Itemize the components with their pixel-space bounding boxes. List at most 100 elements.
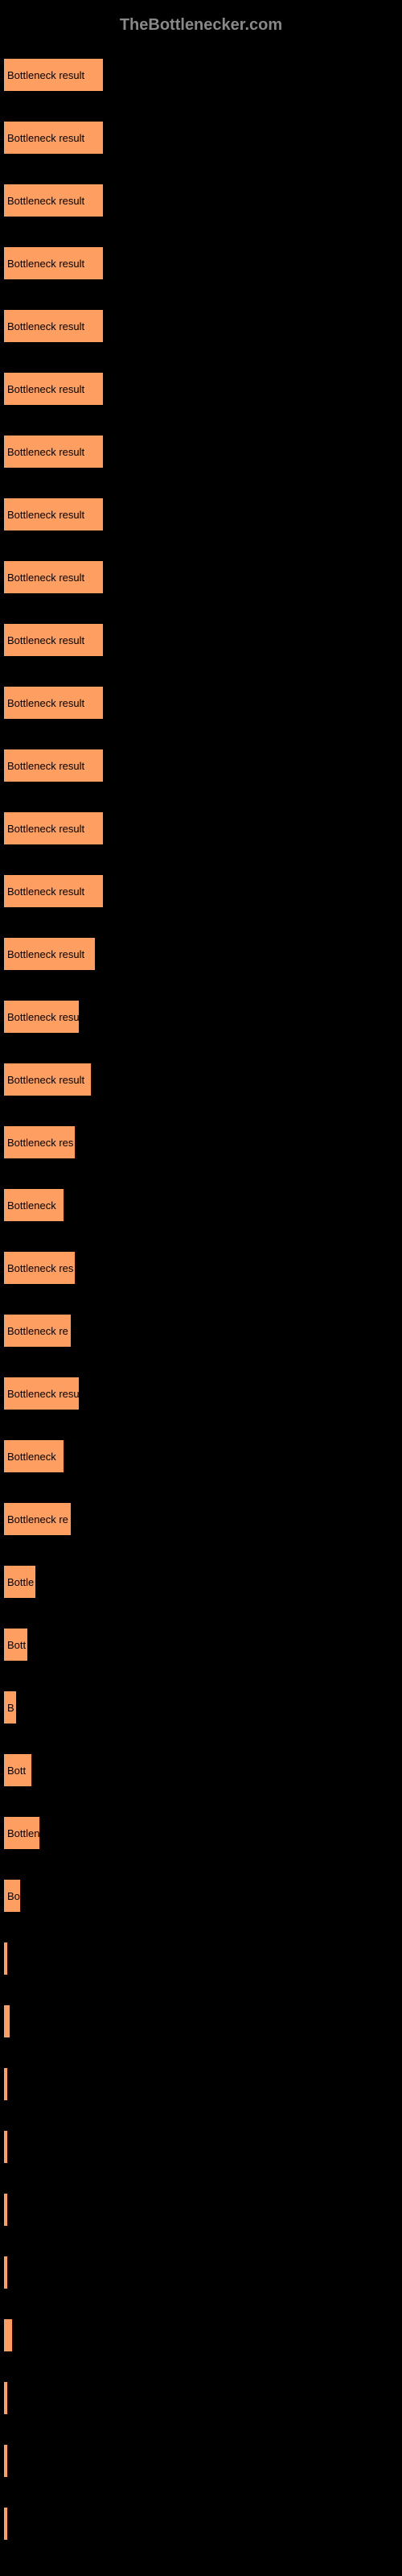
bar-label: Bottleneck result xyxy=(7,1074,84,1086)
bar-row: Bott xyxy=(4,1629,398,1661)
bar: Bottleneck result xyxy=(4,938,95,970)
bar-row: Bottleneck result xyxy=(4,310,398,342)
bar-row: Bottleneck res xyxy=(4,1126,398,1158)
bar xyxy=(4,2131,7,2163)
bar: Bottle xyxy=(4,1566,35,1598)
bar-label: Bottleneck resu xyxy=(7,1011,79,1023)
bar-label: Bottleneck result xyxy=(7,697,84,709)
bar-label: Bottleneck result xyxy=(7,886,84,898)
bar-row xyxy=(4,2508,398,2540)
bar-row: Bott xyxy=(4,1754,398,1786)
bar xyxy=(4,2068,7,2100)
bar-row: Bottleneck result xyxy=(4,498,398,530)
bar-label: Bottleneck result xyxy=(7,258,84,270)
bar: Bottleneck res xyxy=(4,1252,75,1284)
bar: Bottleneck result xyxy=(4,247,103,279)
bar xyxy=(4,2445,7,2477)
bar-row xyxy=(4,1942,398,1975)
bar-row: Bottle xyxy=(4,1566,398,1598)
bar-row: Bottleneck result xyxy=(4,561,398,593)
bar xyxy=(4,2256,7,2289)
bar-label: Bottleneck result xyxy=(7,383,84,395)
bar-row: Bottleneck result xyxy=(4,875,398,907)
bar-row xyxy=(4,2068,398,2100)
bar: Bottleneck result xyxy=(4,687,103,719)
bar: B xyxy=(4,1691,16,1724)
bar: Bottleneck xyxy=(4,1440,64,1472)
bar-label: Bottleneck result xyxy=(7,572,84,584)
bar-label: Bottleneck result xyxy=(7,509,84,521)
bar: Bott xyxy=(4,1754,31,1786)
bar xyxy=(4,1942,7,1975)
bar: Bottleneck result xyxy=(4,498,103,530)
bar: Bo xyxy=(4,1880,20,1912)
bar-label: Bottleneck result xyxy=(7,132,84,144)
bar: Bottleneck result xyxy=(4,749,103,782)
bar-label: Bottleneck xyxy=(7,1199,56,1212)
bar: Bottleneck result xyxy=(4,624,103,656)
bar-row: Bottleneck result xyxy=(4,59,398,91)
bar-chart: Bottleneck result Bottleneck result Bottle… xyxy=(4,59,398,2540)
bar-label: Bottleneck result xyxy=(7,634,84,646)
bar-row: Bottleneck result xyxy=(4,938,398,970)
bar-row: Bottleneck result xyxy=(4,436,398,468)
bar-label: Bottleneck result xyxy=(7,948,84,960)
bar-row xyxy=(4,2131,398,2163)
bar-row: Bottleneck result xyxy=(4,624,398,656)
bar-row: Bottleneck re xyxy=(4,1503,398,1535)
bar: Bottleneck result xyxy=(4,310,103,342)
bar: Bottleneck result xyxy=(4,59,103,91)
bar-label: Bottleneck re xyxy=(7,1513,68,1525)
bar-row: Bottleneck xyxy=(4,1189,398,1221)
bar-row: B xyxy=(4,1691,398,1724)
bar-row xyxy=(4,2194,398,2226)
bar-label: Bottleneck result xyxy=(7,69,84,81)
bar xyxy=(4,2194,7,2226)
bar: Bottleneck result xyxy=(4,561,103,593)
bar-row: Bottleneck result xyxy=(4,1063,398,1096)
bar-label: Bott xyxy=(7,1765,26,1777)
bar-label: Bottleneck result xyxy=(7,195,84,207)
bar-label: B xyxy=(7,1702,14,1714)
bar: Bottleneck re xyxy=(4,1315,71,1347)
bar-row xyxy=(4,2256,398,2289)
bar-row: Bottleneck resu xyxy=(4,1001,398,1033)
bar-row xyxy=(4,2005,398,2037)
bar-row xyxy=(4,2382,398,2414)
bar: Bottleneck result xyxy=(4,1063,91,1096)
bar-label: Bottleneck result xyxy=(7,760,84,772)
bar-row: Bottleneck result xyxy=(4,122,398,154)
bar-label: Bottleneck result xyxy=(7,823,84,835)
bar: Bottleneck resu xyxy=(4,1377,79,1410)
bar-row xyxy=(4,2319,398,2351)
bar-label: Bott xyxy=(7,1639,26,1651)
bar: Bottleneck result xyxy=(4,184,103,217)
bar-label: Bottleneck res xyxy=(7,1137,73,1149)
bar xyxy=(4,2319,12,2351)
bar: Bottleneck result xyxy=(4,373,103,405)
bar: Bottleneck result xyxy=(4,812,103,844)
bar: Bottleneck re xyxy=(4,1503,71,1535)
bar-row: Bottleneck result xyxy=(4,749,398,782)
bar-label: Bottleneck res xyxy=(7,1262,73,1274)
bar: Bottlen xyxy=(4,1817,39,1849)
bar-label: Bo xyxy=(7,1890,20,1902)
bar: Bottleneck result xyxy=(4,122,103,154)
bar-label: Bottleneck xyxy=(7,1451,56,1463)
bar-row xyxy=(4,2445,398,2477)
bar-label: Bottle xyxy=(7,1576,34,1588)
bar: Bottleneck result xyxy=(4,875,103,907)
bar: Bottleneck resu xyxy=(4,1001,79,1033)
bar-row: Bottleneck result xyxy=(4,184,398,217)
bar-row: Bottleneck res xyxy=(4,1252,398,1284)
bar xyxy=(4,2382,7,2414)
bar-label: Bottleneck result xyxy=(7,320,84,332)
watermark-header: TheBottlenecker.com xyxy=(4,16,398,35)
bar: Bottleneck result xyxy=(4,436,103,468)
bar: Bottleneck res xyxy=(4,1126,75,1158)
bar-label: Bottleneck result xyxy=(7,446,84,458)
bar-row: Bottleneck result xyxy=(4,687,398,719)
bar-row: Bottleneck result xyxy=(4,247,398,279)
bar-label: Bottlen xyxy=(7,1827,39,1839)
bar-row: Bottlen xyxy=(4,1817,398,1849)
